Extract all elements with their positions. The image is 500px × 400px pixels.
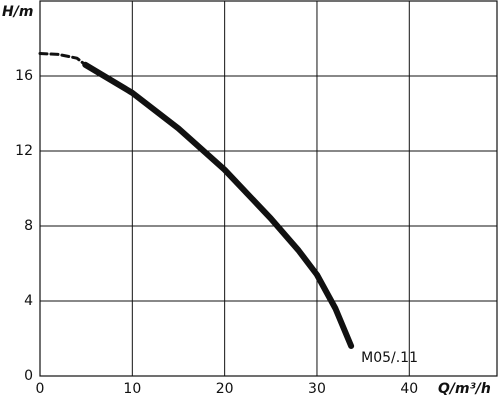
curve	[38, 52, 87, 67]
y-tick-label: 16	[15, 68, 33, 84]
plot-frame	[39, 0, 498, 377]
y-tick-label: 4	[24, 293, 33, 309]
x-axis-label: Q/m³/h	[438, 381, 491, 397]
x-tick-label: 20	[216, 381, 234, 397]
y-tick-label: 12	[15, 143, 33, 159]
x-tick-label: 0	[36, 381, 45, 397]
y-axis-label: H/m	[2, 4, 33, 20]
x-tick-label: 10	[123, 381, 141, 397]
curve	[82, 61, 355, 349]
y-tick-label: 8	[24, 218, 33, 234]
y-tick-label: 0	[24, 368, 33, 384]
x-tick-label: 40	[400, 381, 418, 397]
x-tick-label: 30	[308, 381, 326, 397]
curve-label: M05/.11	[361, 350, 418, 366]
